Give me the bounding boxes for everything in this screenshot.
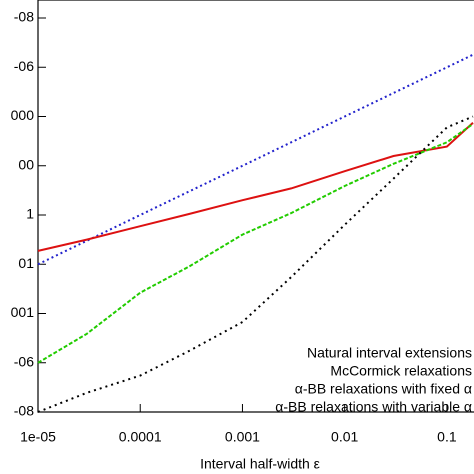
y-tick-label: 1 xyxy=(26,206,34,222)
series-line xyxy=(37,53,474,266)
y-tick-label: -06 xyxy=(14,58,34,74)
series-line xyxy=(37,115,474,413)
series-line xyxy=(37,123,474,364)
legend-label: α-BB relaxations with fixed α xyxy=(295,381,472,397)
x-tick-label: 0.1 xyxy=(437,429,457,445)
y-tick-label: 01 xyxy=(18,255,34,271)
x-tick-label: 0.001 xyxy=(225,429,260,445)
x-axis-label: Interval half-width ε xyxy=(200,456,320,472)
y-tick-label: -08 xyxy=(14,9,34,25)
y-tick-label: 000 xyxy=(11,107,35,123)
x-tick-label: 1e-05 xyxy=(20,429,56,445)
x-tick-label: 0.01 xyxy=(331,429,358,445)
y-tick-label: 001 xyxy=(11,304,35,320)
series-line xyxy=(37,121,474,252)
y-tick-label: -06 xyxy=(14,353,34,369)
plot-frame xyxy=(37,0,474,413)
legend-label: Natural interval extensions xyxy=(307,345,472,361)
legend-label: McCormick relaxations xyxy=(330,363,472,379)
y-tick-label: 00 xyxy=(18,156,34,172)
y-tick-label: -08 xyxy=(14,403,34,419)
legend-label: α-BB relaxations with variable α xyxy=(275,399,472,415)
x-tick-label: 0.0001 xyxy=(119,429,162,445)
